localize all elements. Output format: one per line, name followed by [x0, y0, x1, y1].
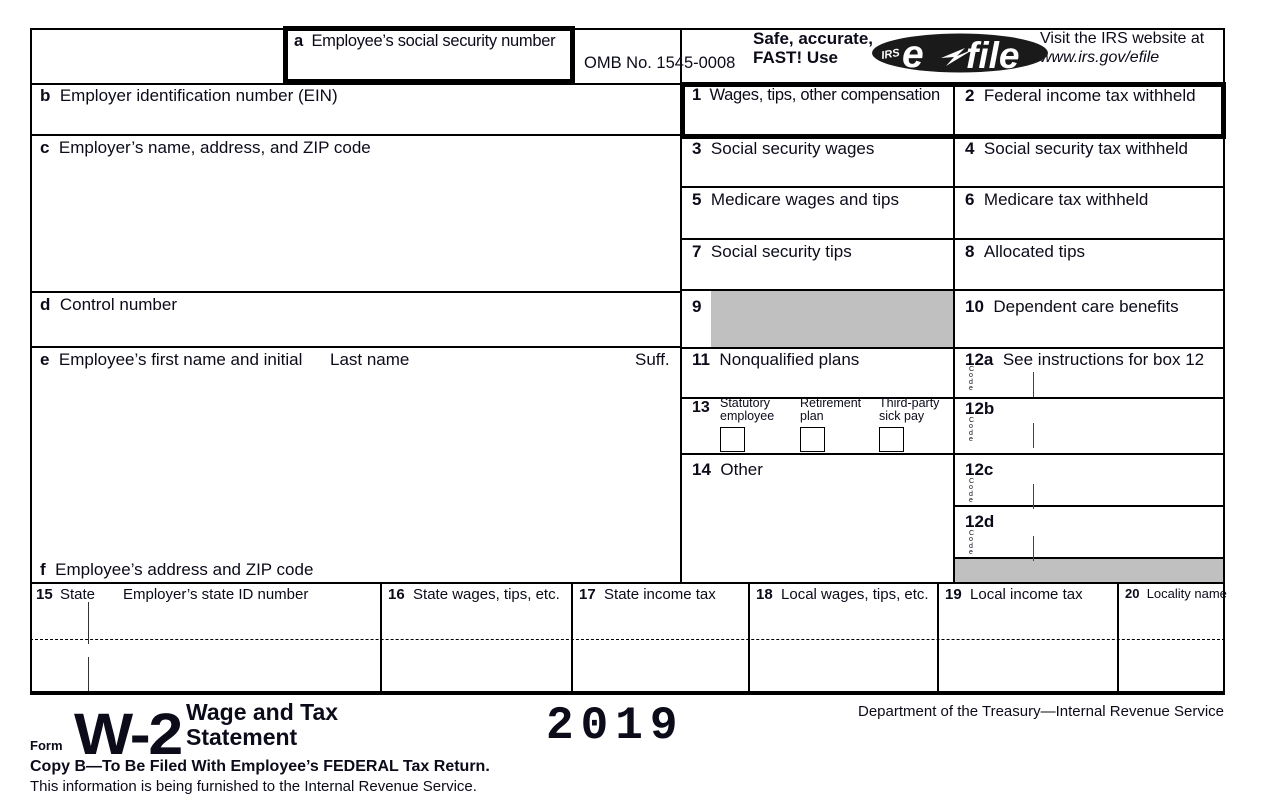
svg-text:e: e [902, 33, 924, 74]
svg-text:file: file [966, 35, 1019, 74]
